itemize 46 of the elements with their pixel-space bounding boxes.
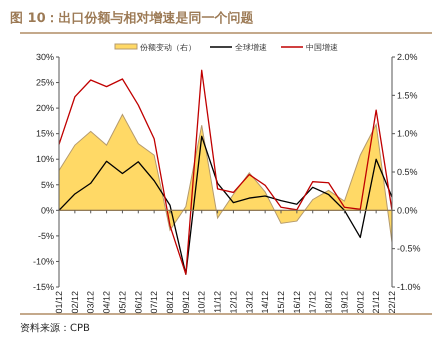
y-tick-label: 20% [36, 103, 54, 114]
y-tick-label: 10% [36, 154, 54, 164]
x-tick-label: 04/12 [102, 291, 112, 314]
y2-tick-label: 2.0% [397, 52, 418, 62]
x-tick-label: 01/12 [54, 291, 64, 314]
x-tick-label: 09/12 [180, 291, 191, 314]
x-tick-label: 10/12 [196, 291, 207, 314]
line-series [58, 136, 393, 275]
x-tick-label: 12/12 [228, 291, 238, 314]
line-series [58, 70, 393, 275]
y2-tick-label: -0.5% [397, 244, 421, 254]
x-tick-label: 18/12 [324, 291, 334, 314]
y2-tick-label: -1.0% [397, 282, 421, 292]
x-tick-label: 13/12 [244, 291, 254, 314]
y-tick-label: 15% [36, 128, 54, 139]
x-tick-label: 03/12 [86, 291, 96, 314]
x-tick-label: 02/12 [70, 291, 80, 314]
y-tick-label: 25% [36, 78, 54, 88]
x-tick-label: 20/12 [355, 291, 366, 314]
y2-tick-label: 0.0% [397, 205, 418, 216]
x-tick-label: 17/12 [308, 291, 318, 314]
y-tick-label: -5% [38, 230, 54, 241]
x-tick-label: 15/12 [276, 291, 286, 314]
y2-tick-label: 1.5% [397, 90, 418, 100]
y-tick-label: 30% [36, 52, 54, 62]
x-tick-label: 14/12 [260, 291, 270, 314]
x-tick-label: 11/12 [212, 291, 223, 313]
y2-tick-label: 0.5% [397, 167, 418, 177]
x-tick-label: 05/12 [117, 291, 128, 314]
x-tick-label: 16/12 [292, 291, 302, 314]
x-tick-label: 08/12 [165, 291, 175, 314]
x-tick-label: 19/12 [339, 291, 350, 314]
y2-tick-label: 1.0% [397, 128, 418, 139]
text: 资料来源：CPB [20, 322, 90, 334]
legend-label: 全球增速 [235, 43, 267, 52]
legend-label: 份额变动（右） [140, 43, 196, 52]
x-tick-label: 06/12 [133, 291, 144, 314]
y-tick-label: 0% [40, 205, 54, 216]
chart-title: 图 10：出口份额与相对增速是同一个问题 [10, 10, 254, 26]
x-tick-label: 07/12 [149, 291, 160, 314]
y-tick-label: 5% [40, 180, 54, 190]
y-tick-label: -10% [32, 256, 54, 266]
x-tick-label: 22/12 [387, 291, 397, 314]
x-tick-label: 21/12 [371, 291, 382, 314]
legend-label: 中国增速 [306, 43, 338, 52]
y-tick-label: -15% [32, 282, 54, 292]
